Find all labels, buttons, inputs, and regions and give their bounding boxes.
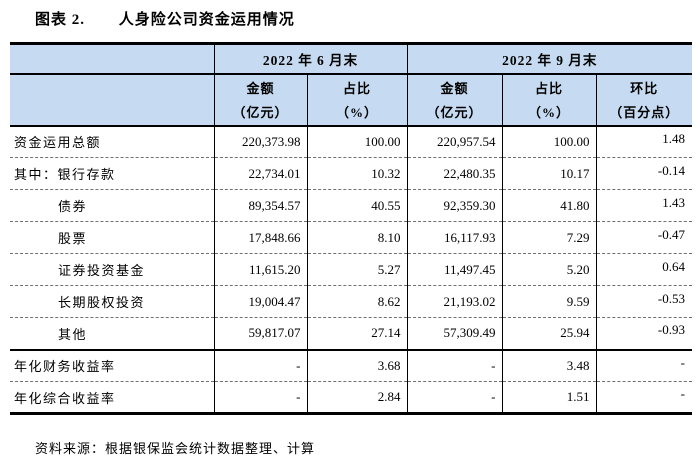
cell-share-june: 2.84	[306, 381, 407, 414]
cell-share-sept: 1.51	[501, 381, 596, 414]
header-empty-cell	[10, 43, 214, 75]
fund-utilization-table: 2022 年 6 月末 2022 年 9 月末 金额 （亿元） 占比 （%） 金额（…	[10, 42, 693, 416]
cell-share-june: 10.32	[306, 157, 407, 191]
cell-share-sept: 100.00	[501, 125, 596, 159]
cell-amount-sept: 22,480.35	[406, 157, 502, 191]
cell-mom-change: 1.43	[595, 189, 693, 223]
cell-share-june: 8.10	[306, 221, 407, 255]
cell-share-june: 3.68	[306, 349, 407, 383]
row-label: 其中：银行存款	[10, 157, 214, 191]
table-row-bank-deposits: 其中：银行存款 22,734.01 10.32 22,480.35 10.17 …	[10, 157, 693, 191]
cell-amount-june: 22,734.01	[213, 157, 307, 191]
cell-mom-change: -0.53	[595, 285, 693, 319]
cell-amount-june: -	[213, 381, 307, 414]
cell-amount-sept: -	[406, 349, 502, 383]
data-source-note: 资料来源：根据银保监会统计数据整理、计算	[35, 441, 316, 456]
cell-amount-sept: 11,497.45	[406, 253, 502, 287]
figure-title: 人身险公司资金运用情况	[118, 12, 295, 28]
cell-amount-june: -	[213, 349, 307, 383]
row-label: 债券	[10, 189, 214, 223]
cell-share-june: 5.27	[306, 253, 407, 287]
table-row-others: 其他 59,817.07 27.14 57,309.49 25.94 -0.93	[10, 317, 693, 351]
cell-share-june: 40.55	[306, 189, 407, 223]
table-row-total: 资金运用总额 220,373.98 100.00 220,957.54 100.…	[10, 125, 693, 159]
cell-share-sept: 25.94	[501, 317, 596, 351]
row-label: 股票	[10, 221, 214, 255]
cell-amount-june: 220,373.98	[213, 125, 307, 159]
cell-mom-change: -0.47	[595, 221, 693, 255]
header-period-sept: 2022 年 9 月末	[406, 43, 693, 75]
table-header: 2022 年 6 月末 2022 年 9 月末 金额 （亿元） 占比 （%） 金额（…	[10, 43, 693, 127]
cell-amount-sept: 92,359.30	[406, 189, 502, 223]
table-row-securities-funds: 证券投资基金 11,615.20 5.27 11,497.45 5.20 0.6…	[10, 253, 693, 287]
header-empty-cell	[10, 73, 214, 127]
cell-mom-change: -0.93	[595, 317, 693, 351]
cell-amount-sept: 21,193.02	[406, 285, 502, 319]
figure-caption: 图表 2. 人身险公司资金运用情况	[35, 8, 295, 29]
cell-share-sept: 3.48	[501, 349, 596, 383]
cell-amount-june: 11,615.20	[213, 253, 307, 287]
cell-amount-june: 89,354.57	[213, 189, 307, 223]
cell-amount-june: 17,848.66	[213, 221, 307, 255]
cell-amount-june: 19,004.47	[213, 285, 307, 319]
row-label: 证券投资基金	[10, 253, 214, 287]
cell-share-sept: 5.20	[501, 253, 596, 287]
cell-share-sept: 10.17	[501, 157, 596, 191]
cell-amount-sept: 16,117.93	[406, 221, 502, 255]
header-share-sept: 占比 （%）	[501, 73, 596, 127]
header-share-june: 占比 （%）	[306, 73, 407, 127]
table-row-comprehensive-yield: 年化综合收益率 - 2.84 - 1.51 -	[10, 381, 693, 414]
row-label: 长期股权投资	[10, 285, 214, 319]
header-amount-june: 金额 （亿元）	[213, 73, 307, 127]
cell-share-june: 27.14	[306, 317, 407, 351]
header-mom-change: 环比 （百分点）	[595, 73, 693, 127]
row-label: 年化综合收益率	[14, 390, 116, 406]
cell-share-june: 100.00	[306, 125, 407, 159]
table-row-long-term-equity: 长期股权投资 19,004.47 8.62 21,193.02 9.59 -0.…	[10, 285, 693, 319]
header-amount-sept: 金额 （亿元）	[406, 73, 502, 127]
table-header-metric-row: 金额 （亿元） 占比 （%） 金额 （亿元） 占比 （%） 环比 （百分点）	[10, 73, 693, 127]
cell-share-sept: 41.80	[501, 189, 596, 223]
table-row-financial-yield: 年化财务收益率 - 3.68 - 3.48 -	[10, 349, 693, 383]
cell-amount-sept: -	[406, 381, 502, 414]
cell-share-sept: 9.59	[501, 285, 596, 319]
table-header-period-row: 2022 年 6 月末 2022 年 9 月末	[10, 43, 693, 75]
cell-share-sept: 7.29	[501, 221, 596, 255]
cell-mom-change: 1.48	[595, 125, 693, 159]
row-label: 其他	[10, 317, 214, 351]
figure-number: 图表 2.	[35, 12, 86, 28]
table-row-bonds: 债券 89,354.57 40.55 92,359.30 41.80 1.43	[10, 189, 693, 223]
cell-mom-change: -	[595, 349, 693, 383]
table-row-stocks: 股票 17,848.66 8.10 16,117.93 7.29 -0.47	[10, 221, 693, 255]
cell-mom-change: -0.14	[595, 157, 693, 191]
cell-amount-sept: 57,309.49	[406, 317, 502, 351]
row-label: 资金运用总额	[10, 125, 214, 159]
header-period-june: 2022 年 6 月末	[213, 43, 407, 75]
cell-mom-change: -	[595, 381, 693, 414]
cell-amount-sept: 220,957.54	[406, 125, 502, 159]
table-body: 资金运用总额 220,373.98 100.00 220,957.54 100.…	[10, 125, 693, 414]
cell-share-june: 8.62	[306, 285, 407, 319]
cell-mom-change: 0.64	[595, 253, 693, 287]
row-label: 年化财务收益率	[10, 349, 214, 383]
cell-amount-june: 59,817.07	[213, 317, 307, 351]
